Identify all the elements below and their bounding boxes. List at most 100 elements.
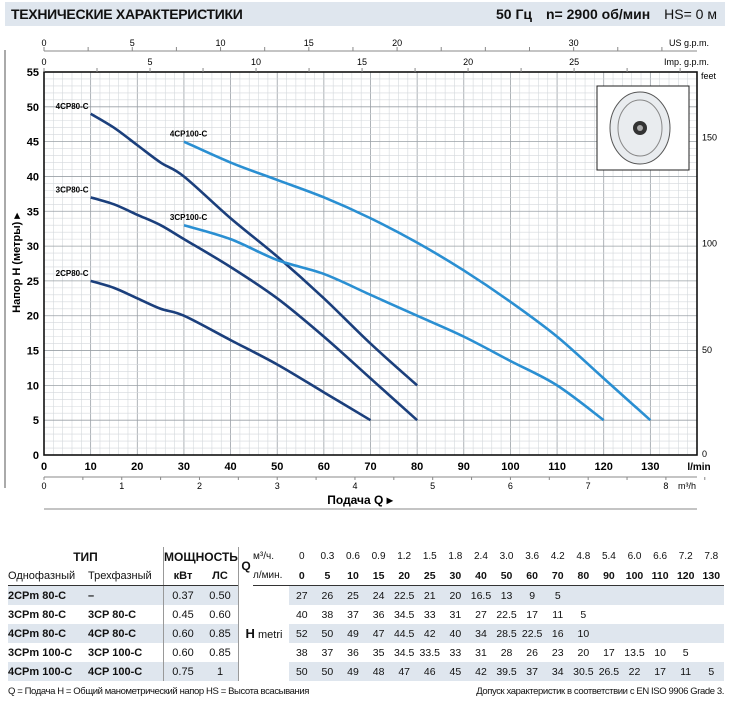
- head-value: 11: [672, 662, 699, 681]
- feet-tick-label: 50: [702, 345, 712, 355]
- footer-tolerance: Допуск характеристик в соответствии с EN…: [476, 686, 724, 697]
- power-kw: 0.75: [163, 662, 202, 681]
- model-single-phase: 3CPm 80-C: [8, 608, 67, 621]
- head-value: 13: [493, 585, 520, 605]
- m3h-value: 6.6: [653, 551, 668, 562]
- feet-tick-label: 0: [702, 449, 707, 459]
- model-three-phase: –: [88, 585, 164, 605]
- y-tick-label: 25: [27, 276, 39, 288]
- y-axis-label: Напор H (метры) ▸: [11, 213, 23, 313]
- y-tick-label: 15: [27, 346, 39, 358]
- lmin-value: 40: [468, 566, 494, 586]
- head-value: 49: [340, 624, 366, 643]
- x-tick-label: 0: [41, 461, 47, 473]
- table-header-row-2: Однофазный Трехфазный кВт ЛС л/мин. 0 5 10 15 20 2…: [8, 566, 725, 586]
- lmin-value: 80: [570, 566, 597, 586]
- head-value: 22.5: [391, 585, 417, 605]
- header-single-phase: Однофазный: [8, 566, 88, 586]
- x-tick-label: 40: [224, 461, 236, 473]
- x-tick-label: 60: [318, 461, 330, 473]
- m3h-value: 0.9: [371, 551, 386, 562]
- head-value: 11: [552, 608, 564, 621]
- imp-gpm-tick-label: 20: [463, 57, 473, 67]
- us-gpm-tick-label: 15: [304, 38, 314, 48]
- head-value: 28.5: [493, 624, 520, 643]
- head-value: 44.5: [391, 624, 417, 643]
- head-value: 9: [519, 585, 545, 605]
- lmin-value: 70: [544, 566, 571, 586]
- y-tick-label: 40: [27, 171, 39, 183]
- head-value: 50: [314, 662, 341, 681]
- head-value: 17: [603, 646, 615, 659]
- m3h-tick-label: 6: [508, 481, 513, 491]
- y-tick-label: 0: [33, 450, 39, 462]
- head-value: 31: [449, 608, 462, 621]
- head-value: [647, 605, 673, 624]
- head-value: 40: [442, 624, 469, 643]
- suction-height: HS= 0 м: [664, 6, 717, 22]
- head-value: 50: [289, 662, 315, 681]
- m3h-value: 3.0: [499, 551, 514, 562]
- head-value: [647, 624, 673, 643]
- x-tick-label: 130: [641, 461, 659, 473]
- imp-gpm-tick-label: 10: [251, 57, 261, 67]
- lmin-value: 130: [698, 566, 725, 586]
- head-value: [698, 585, 725, 605]
- power-kw: 0.45: [163, 605, 202, 624]
- x-tick-label: 20: [131, 461, 143, 473]
- lmin-value: 25: [416, 566, 443, 586]
- model-single-phase: 2CPm 80-C: [8, 585, 88, 605]
- curve-label-2CP80-C: 2CP80-C: [56, 269, 89, 278]
- model-three-phase: 4CP 100-C: [88, 662, 164, 681]
- head-value: [621, 585, 648, 605]
- head-value: 26.5: [596, 662, 622, 681]
- us-gpm-tick-label: 30: [569, 38, 579, 48]
- head-value: 34: [468, 624, 494, 643]
- head-value: 5: [544, 585, 571, 605]
- head-value: 23: [551, 646, 564, 659]
- head-value: 20: [577, 646, 590, 659]
- curve-4CP80-C: [89, 112, 419, 387]
- head-value: 10: [570, 624, 597, 643]
- m3h-value: 1.8: [448, 551, 463, 562]
- table-row: 3CPm 80-C 3CP 80-C 0.45 0.60 40 38 37 36 34.5 33 3…: [8, 605, 724, 624]
- head-value: 40: [295, 608, 308, 621]
- head-value: 50: [314, 624, 341, 643]
- head-value: 26: [526, 646, 538, 659]
- head-value: 35: [372, 646, 385, 659]
- y-tick-label: 20: [27, 311, 39, 323]
- pump-ring-icon: [617, 99, 663, 157]
- head-value: 37: [321, 646, 334, 659]
- x-tick-label: 50: [271, 461, 283, 473]
- head-value: [672, 585, 699, 605]
- head-value: 39.5: [493, 662, 520, 681]
- head-value: 16: [544, 624, 571, 643]
- x-tick-label: 110: [548, 461, 566, 473]
- header-lmin: л/мин.: [253, 566, 289, 586]
- m3h-tick-label: 5: [430, 481, 435, 491]
- head-value: 33.5: [419, 646, 440, 659]
- y-tick-label: 55: [27, 67, 39, 79]
- head-value: [672, 624, 699, 643]
- head-value: 10: [654, 646, 666, 659]
- x-tick-label: 100: [501, 461, 519, 473]
- header-m3h: м³/ч.: [253, 551, 274, 562]
- head-value: 34: [544, 662, 571, 681]
- head-value: 49: [340, 662, 366, 681]
- lmin-value: 5: [314, 566, 341, 586]
- head-value: 52: [289, 624, 315, 643]
- head-value: [699, 605, 725, 624]
- imp-gpm-tick-label: 5: [148, 57, 153, 67]
- head-value: 46: [416, 662, 443, 681]
- us-gpm-unit: US g.p.m.: [669, 38, 709, 48]
- m3h-value: 1.2: [397, 551, 412, 562]
- m3h-tick-label: 8: [663, 481, 668, 491]
- head-value: 36: [372, 608, 385, 621]
- head-value: 38: [295, 646, 308, 659]
- imp-gpm-tick-label: 0: [41, 57, 46, 67]
- model-three-phase: 3CP 100-C: [88, 646, 143, 659]
- model-single-phase: 4CPm 100-C: [8, 662, 88, 681]
- y-tick-label: 50: [27, 102, 39, 114]
- head-value: 5: [682, 646, 689, 659]
- lmin-value: 60: [519, 566, 545, 586]
